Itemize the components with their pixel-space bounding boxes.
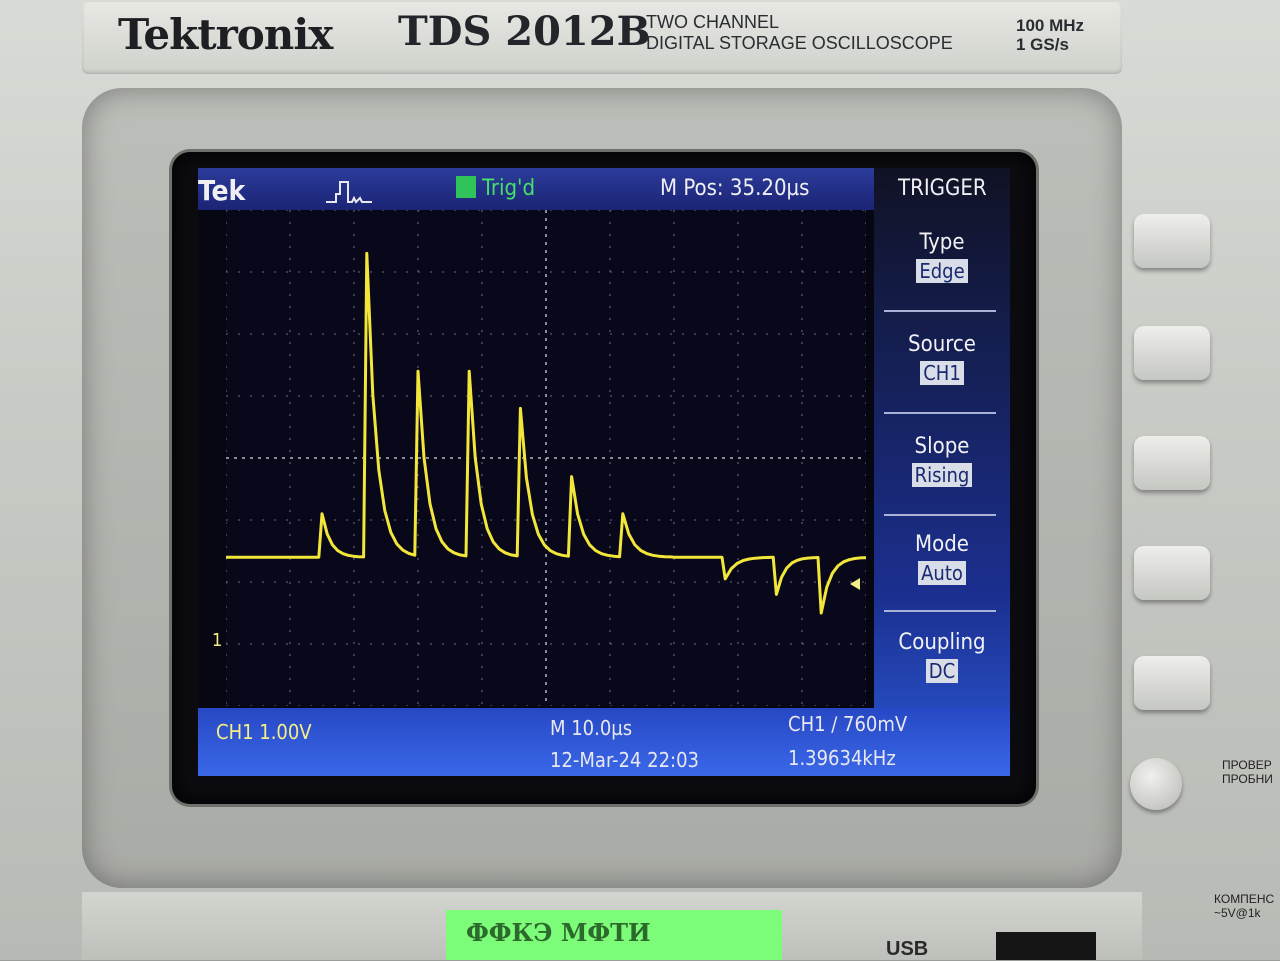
menu-item-label: Mode <box>915 532 969 557</box>
option-button-4[interactable] <box>1134 546 1210 600</box>
option-button-5[interactable] <box>1134 656 1210 710</box>
menu-item-source[interactable]: Source CH1 <box>878 332 1006 385</box>
menu-divider <box>884 412 996 414</box>
timebase-readout: M 10.0µs <box>550 716 633 740</box>
trigger-status-text: Trig'd <box>482 176 536 201</box>
menu-item-label: Source <box>908 332 976 357</box>
status-bar <box>198 168 874 210</box>
model-description-line1: TWO CHANNEL <box>646 12 780 32</box>
compensation-label-line1: КОМПЕНС <box>1214 892 1275 906</box>
usb-label: USB <box>886 938 929 960</box>
ch1-ground-marker: 1 <box>212 630 223 651</box>
menu-item-value: CH1 <box>920 361 964 385</box>
graticule <box>226 210 866 706</box>
tek-logo: Tek <box>198 174 246 207</box>
menu-item-value: Auto <box>918 561 966 585</box>
menu-divider <box>884 310 996 312</box>
compensation-label: КОМПЕНС ~5V@1k <box>1214 892 1274 920</box>
trigger-level-readout: CH1 ∕ 760mV <box>788 712 908 736</box>
menu-item-type[interactable]: Type Edge <box>878 230 1006 283</box>
acquisition-icon <box>326 181 372 204</box>
model-name: TDS 2012B <box>398 8 651 55</box>
frequency-readout: 1.39634kHz <box>788 746 896 770</box>
brand-plate: Tektronix TDS 2012B TWO CHANNEL DIGITAL … <box>82 2 1122 74</box>
model-description: TWO CHANNEL DIGITAL STORAGE OSCILLOSCOPE <box>646 12 953 54</box>
probe-check-label-line1: ПРОВЕР <box>1222 758 1272 772</box>
trigger-status: Trig'd <box>456 176 535 201</box>
probe-check-button[interactable] <box>1130 758 1182 810</box>
menu-item-label: Type <box>919 230 965 255</box>
horizontal-position: M Pos: 35.20µs <box>660 176 810 201</box>
readout-bar <box>198 708 1010 776</box>
option-button-1[interactable] <box>1134 214 1210 268</box>
datetime-readout: 12-Mar-24 22:03 <box>550 748 699 772</box>
menu-item-label: Slope <box>914 434 970 459</box>
menu-item-slope[interactable]: Slope Rising <box>878 434 1006 487</box>
oscilloscope-display: Tek Trig'd M Pos: 35.20µs TRIGGER Type E… <box>198 168 1010 776</box>
model-spec: 100 MHz 1 GS/s <box>1016 16 1084 54</box>
option-button-3[interactable] <box>1134 436 1210 490</box>
usb-port[interactable] <box>996 932 1096 960</box>
menu-title: TRIGGER <box>898 176 987 201</box>
ch1-scale-readout: CH1 1.00V <box>216 720 312 744</box>
menu-divider <box>884 610 996 612</box>
menu-item-value: DC <box>925 659 959 683</box>
ch1-waveform <box>226 251 866 615</box>
trigger-level-marker <box>850 578 860 590</box>
menu-item-value: Edge <box>916 259 968 283</box>
probe-check-label-line2: ПРОБНИ <box>1222 772 1273 786</box>
sample-rate-label: 1 GS/s <box>1016 35 1069 54</box>
model-description-line2: DIGITAL STORAGE OSCILLOSCOPE <box>646 33 953 53</box>
probe-check-label: ПРОВЕР ПРОБНИ <box>1222 758 1273 786</box>
compensation-label-line2: ~5V@1k <box>1214 906 1261 920</box>
menu-item-coupling[interactable]: Coupling DC <box>878 630 1006 683</box>
bandwidth-label: 100 MHz <box>1016 16 1085 35</box>
menu-divider <box>884 514 996 516</box>
trigger-indicator-icon <box>456 176 476 198</box>
menu-item-mode[interactable]: Mode Auto <box>878 532 1006 585</box>
sticker-text: ФФКЭ МФТИ <box>466 918 651 947</box>
option-button-2[interactable] <box>1134 326 1210 380</box>
brand-logo: Tektronix <box>118 10 333 59</box>
menu-item-label: Coupling <box>898 630 986 655</box>
inventory-sticker <box>446 910 782 960</box>
menu-item-value: Rising <box>911 463 973 487</box>
